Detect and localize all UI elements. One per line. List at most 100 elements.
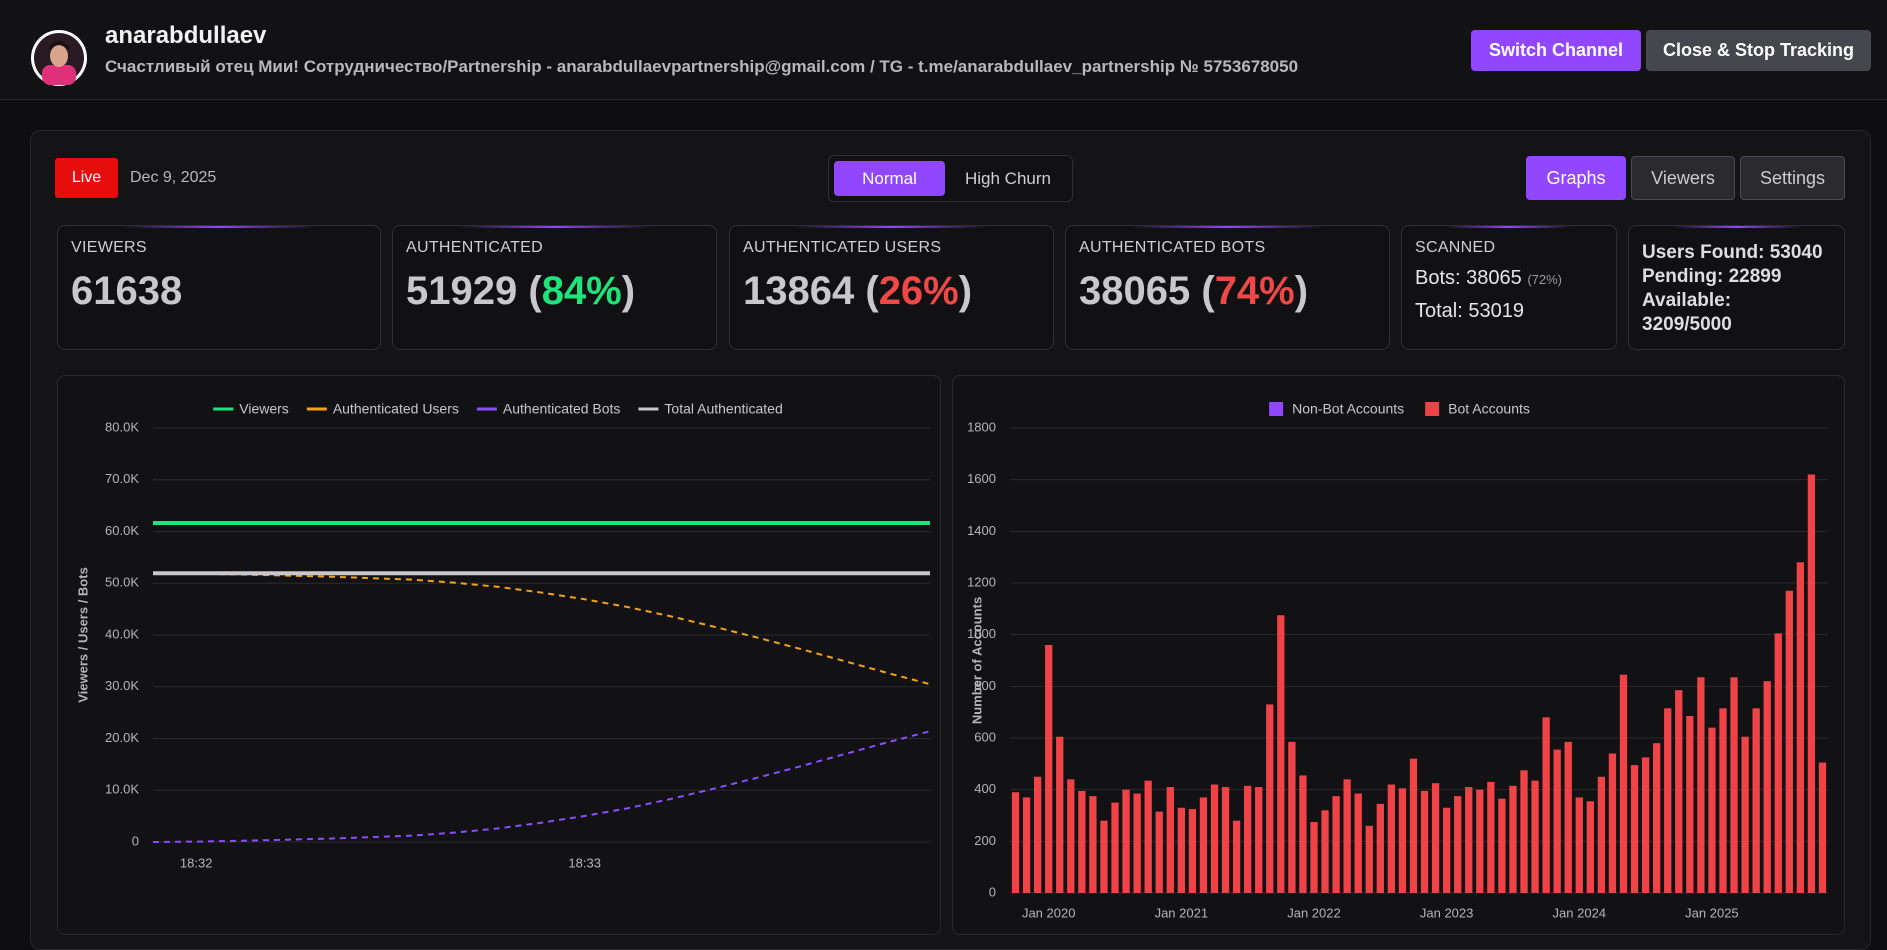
y-tick-label: 1400 xyxy=(967,523,996,538)
bar xyxy=(1675,690,1683,893)
paren: ( xyxy=(1201,269,1215,313)
bar xyxy=(1255,787,1263,893)
available-label: Available: xyxy=(1642,290,1732,311)
y-tick-label: 1600 xyxy=(967,471,996,486)
bar xyxy=(1321,810,1329,893)
bar xyxy=(1343,779,1351,893)
x-tick-label: 18:33 xyxy=(568,855,601,870)
bar xyxy=(1310,821,1318,893)
value: 53019 xyxy=(1468,300,1524,322)
y-axis-title: Viewers / Users / Bots xyxy=(75,567,90,703)
y-tick-label: 50.0K xyxy=(105,575,139,590)
x-tick-label: Jan 2022 xyxy=(1287,905,1341,920)
bar xyxy=(1144,780,1152,893)
y-tick-label: 0 xyxy=(132,833,139,848)
bar xyxy=(1045,645,1053,893)
bar xyxy=(1597,776,1606,893)
bar xyxy=(1774,633,1782,893)
close-tracking-button[interactable]: Close & Stop Tracking xyxy=(1646,30,1871,71)
stat-label: AUTHENTICATED BOTS xyxy=(1079,239,1266,256)
scanned-total: Total: 53019 xyxy=(1415,300,1603,323)
value: 22899 xyxy=(1728,266,1782,287)
bar xyxy=(1431,783,1440,893)
label: Users Found: xyxy=(1642,242,1765,263)
queue-card: Users Found: 53040 Pending: 22899 Availa… xyxy=(1628,225,1845,350)
line-series xyxy=(152,572,931,686)
avatar xyxy=(31,30,87,86)
bar xyxy=(1752,708,1760,893)
stat-value: 13864 xyxy=(743,269,855,313)
bar xyxy=(1354,793,1362,893)
bar xyxy=(1210,784,1219,893)
bar xyxy=(1133,793,1141,893)
paren: ) xyxy=(1294,269,1309,313)
bar xyxy=(1244,785,1252,893)
bar xyxy=(1155,811,1163,893)
bar xyxy=(1553,749,1561,893)
y-tick-label: 60.0K xyxy=(105,523,139,538)
bar xyxy=(1022,797,1031,893)
bar xyxy=(1708,727,1716,893)
line-series xyxy=(152,730,931,843)
percent: (72%) xyxy=(1527,272,1563,287)
bar xyxy=(1818,762,1827,893)
bar xyxy=(1476,789,1484,893)
bar xyxy=(1575,797,1583,893)
stat-label: AUTHENTICATED USERS xyxy=(743,239,942,256)
tab-button[interactable]: Graphs xyxy=(1526,156,1626,200)
stat-percent: 84% xyxy=(541,269,622,313)
y-tick-label: 800 xyxy=(974,678,996,693)
bar xyxy=(1785,590,1793,893)
y-tick-label: 80.0K xyxy=(105,419,139,434)
y-tick-label: 400 xyxy=(974,781,996,796)
paren: ) xyxy=(621,269,636,313)
bar xyxy=(1409,758,1418,893)
label: Pending: xyxy=(1642,266,1724,287)
x-tick-label: Jan 2025 xyxy=(1685,905,1739,920)
y-tick-label: 1800 xyxy=(967,419,996,434)
bar xyxy=(1465,787,1473,893)
stat-label: VIEWERS xyxy=(71,239,147,256)
paren: ( xyxy=(865,269,879,313)
bar xyxy=(1221,787,1230,893)
date: Dec 9, 2025 xyxy=(130,169,217,186)
y-tick-label: 0 xyxy=(989,884,996,899)
legend-label: Total Authenticated xyxy=(664,401,782,417)
stat-card: VIEWERS 61638 xyxy=(57,225,381,350)
legend-swatch xyxy=(1269,402,1284,416)
bar xyxy=(1730,677,1738,893)
bar xyxy=(1564,741,1572,893)
dashboard: { "header": { "name": "anarabdullaev", "… xyxy=(0,22,1887,950)
bar xyxy=(1531,780,1539,893)
mode-button[interactable]: High Churn xyxy=(965,168,1051,188)
bar xyxy=(1653,743,1661,893)
bar xyxy=(1299,775,1307,893)
y-axis-title: Number of Accounts xyxy=(969,597,984,724)
bar xyxy=(1199,797,1208,893)
bar xyxy=(1033,776,1042,893)
bar xyxy=(1232,820,1241,893)
bar xyxy=(1266,704,1274,893)
stat-value: 38065 xyxy=(1079,269,1191,313)
channel-name: anarabdullaev xyxy=(105,22,267,49)
stat-card: AUTHENTICATED 51929 (84%) xyxy=(392,225,717,350)
y-tick-label: 10.0K xyxy=(105,782,139,797)
bar xyxy=(1487,781,1495,893)
bar xyxy=(1619,674,1628,893)
paren: ) xyxy=(958,269,973,313)
bar xyxy=(1166,787,1174,893)
bar xyxy=(1509,785,1517,893)
tab-button[interactable]: Viewers xyxy=(1631,156,1735,200)
bar xyxy=(1067,779,1075,893)
y-tick-label: 600 xyxy=(974,729,996,744)
available-value: 3209/5000 xyxy=(1642,314,1732,335)
switch-channel-button[interactable]: Switch Channel xyxy=(1471,30,1641,71)
bar xyxy=(1442,807,1451,893)
bar xyxy=(1398,788,1407,893)
mode-button[interactable]: Normal xyxy=(834,161,945,196)
legend-label: Viewers xyxy=(239,401,289,417)
bar xyxy=(1686,716,1694,893)
stat-label: AUTHENTICATED xyxy=(406,239,543,256)
tab-button[interactable]: Settings xyxy=(1740,156,1845,200)
stat-percent: 74% xyxy=(1214,269,1295,313)
